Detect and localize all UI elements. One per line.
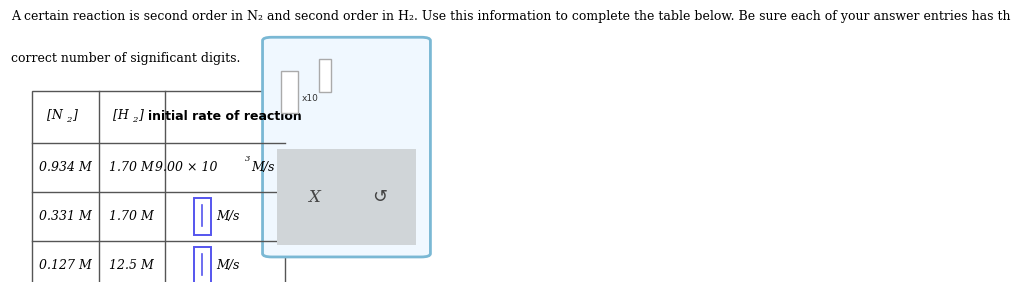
Text: A certain reaction is second order in N₂ and second order in H₂. Use this inform: A certain reaction is second order in N₂…: [11, 10, 1011, 23]
Text: ]: ]: [139, 108, 144, 121]
Bar: [193, 247, 210, 283]
Text: 9.00 × 10: 9.00 × 10: [155, 161, 216, 174]
Bar: [281, 71, 298, 113]
Text: x10: x10: [301, 94, 318, 103]
Text: ↺: ↺: [371, 188, 386, 206]
Text: [N: [N: [47, 108, 63, 121]
Text: M/s: M/s: [216, 210, 240, 223]
Text: 2: 2: [67, 116, 72, 124]
Text: 12.5 M: 12.5 M: [109, 259, 154, 272]
Text: 0.127 M: 0.127 M: [39, 259, 92, 272]
Text: 3: 3: [245, 155, 250, 163]
Text: 0.934 M: 0.934 M: [39, 161, 92, 174]
Text: M/s: M/s: [251, 161, 274, 174]
Text: 1.70 M: 1.70 M: [109, 210, 154, 223]
Bar: [193, 198, 210, 235]
Text: M/s: M/s: [216, 259, 240, 272]
Text: [H: [H: [112, 108, 128, 121]
Text: initial rate of reaction: initial rate of reaction: [148, 110, 301, 123]
Text: 1.70 M: 1.70 M: [109, 161, 154, 174]
Text: 2: 2: [132, 116, 137, 124]
FancyBboxPatch shape: [262, 37, 430, 257]
Text: ]: ]: [73, 108, 77, 121]
Text: X: X: [307, 189, 319, 206]
Text: correct number of significant digits.: correct number of significant digits.: [11, 52, 240, 65]
Bar: [318, 59, 331, 93]
Text: 0.331 M: 0.331 M: [39, 210, 92, 223]
